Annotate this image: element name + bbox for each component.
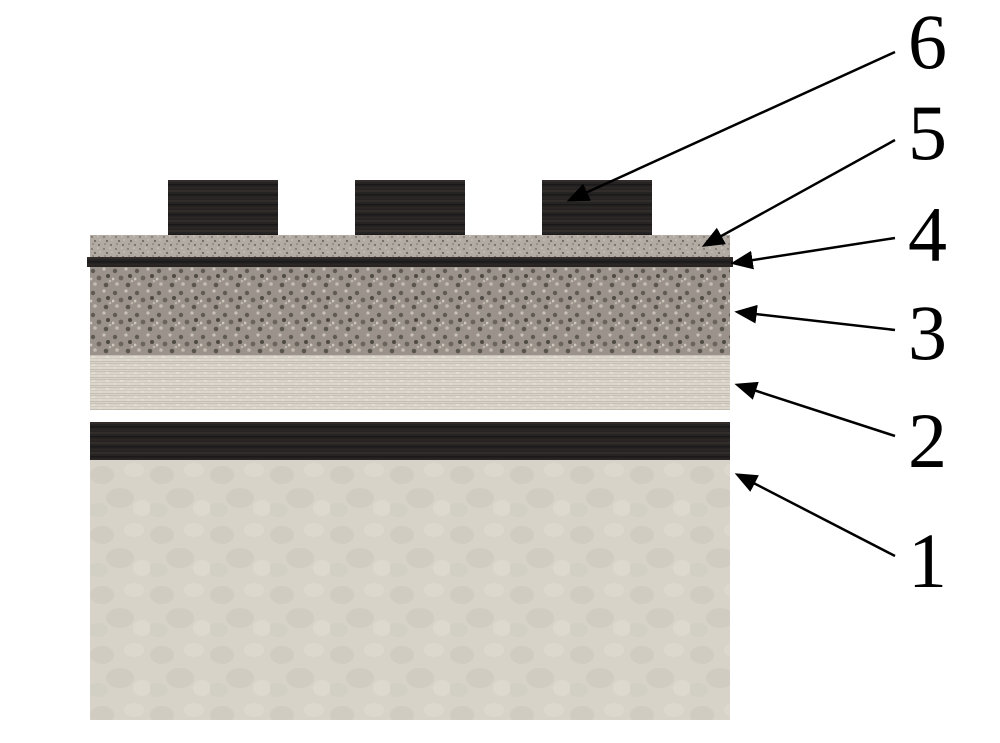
block-3	[542, 180, 652, 235]
layer-6-blocks	[90, 180, 730, 235]
layer-5	[90, 235, 730, 257]
label-5: 5	[908, 88, 947, 178]
label-6: 6	[908, 0, 947, 87]
layered-diagram	[90, 180, 730, 720]
label-2: 2	[908, 396, 947, 486]
layer-dark-bar	[90, 422, 730, 460]
layer-3	[90, 267, 730, 355]
layer-4	[87, 257, 733, 267]
label-4: 4	[908, 190, 947, 280]
label-3: 3	[908, 288, 947, 378]
label-1: 1	[908, 516, 947, 606]
layer-2	[90, 355, 730, 410]
layer-1-substrate	[90, 460, 730, 720]
block-2	[355, 180, 465, 235]
block-1	[168, 180, 278, 235]
layer-gap	[90, 410, 730, 422]
